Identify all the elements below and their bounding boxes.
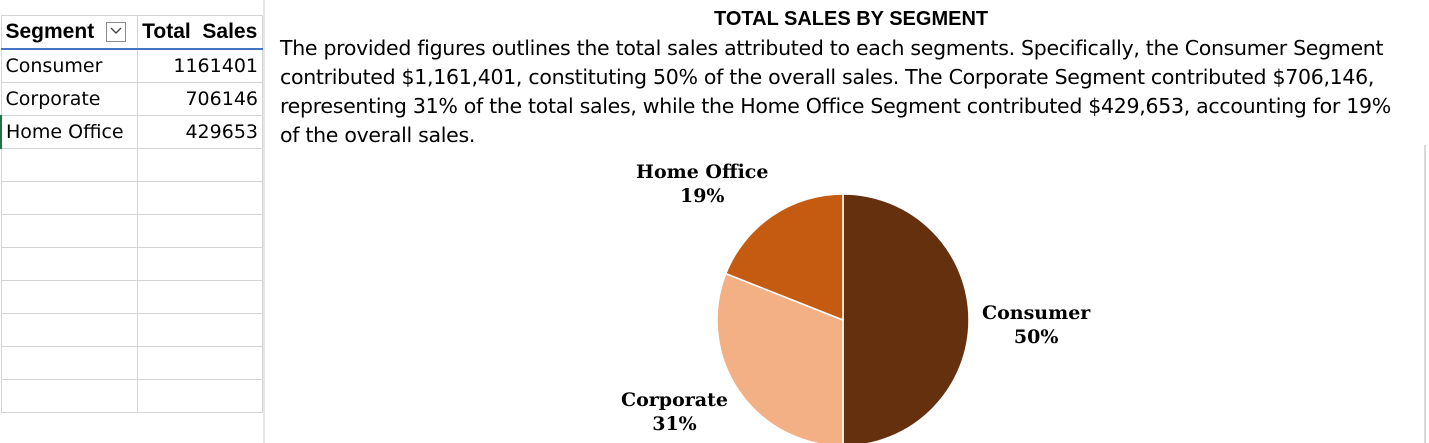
cell-total[interactable]: 1161401 [137,48,263,83]
chart-heading: TOTAL SALES BY SEGMENT [714,8,989,30]
empty-cell[interactable] [0,214,139,248]
empty-cell[interactable] [0,379,139,413]
empty-row [0,379,263,413]
table-row: Home Office 429653 [0,115,263,149]
chevron-down-icon [110,27,122,35]
pie-slice-home-office[interactable] [724,193,844,322]
empty-cell[interactable] [137,379,263,413]
pie-label-corporate-name: Corporate [621,389,728,411]
header-segment[interactable]: Segment [0,15,139,50]
empty-row [0,214,263,248]
empty-cell[interactable] [137,181,263,215]
pie-label-corporate-value: 31% [652,413,697,435]
pie-label-consumer: Consumer 50% [982,301,1090,349]
empty-cell[interactable] [0,280,139,314]
header-total-sales[interactable]: Total Sales [137,15,263,50]
table-row: Corporate 706146 [0,82,263,116]
header-segment-label: Segment [5,20,95,43]
empty-row [0,346,263,380]
empty-cell[interactable] [137,280,263,314]
cell-total[interactable]: 429653 [137,115,263,149]
pie-label-home-office: Home Office 19% [636,160,768,208]
empty-row [0,280,263,314]
table-row: Consumer 1161401 [0,48,263,83]
pie-chart[interactable] [690,180,990,443]
empty-row [0,148,263,182]
empty-row [0,313,263,347]
empty-cell[interactable] [0,313,139,347]
pie-slice-consumer[interactable] [842,193,970,443]
description-paragraph: The provided figures outlines the total … [280,36,1391,147]
sales-table: Segment Total Sales Consumer 1161401 Cor… [0,15,263,413]
pane-divider [263,0,265,443]
empty-cell[interactable] [0,181,139,215]
empty-cell[interactable] [0,247,139,281]
pie-label-consumer-value: 50% [1013,326,1059,348]
pie-label-home-office-value: 19% [679,185,725,207]
empty-row [0,247,263,281]
column-gridline [1424,145,1426,443]
cell-total[interactable]: 706146 [137,82,263,116]
empty-cell[interactable] [137,247,263,281]
header-total-label: Total Sales [142,20,258,43]
empty-cell[interactable] [137,313,263,347]
filter-dropdown-button[interactable] [106,22,127,43]
cell-segment[interactable]: Consumer [0,48,139,83]
empty-cell[interactable] [137,214,263,248]
table-header-row: Segment Total Sales [0,15,263,50]
pie-label-corporate: Corporate 31% [621,388,728,436]
pie-label-consumer-name: Consumer [982,302,1091,324]
pie-label-home-office-name: Home Office [636,161,769,183]
empty-cell[interactable] [0,346,139,380]
cell-segment[interactable]: Corporate [0,82,139,116]
empty-cell[interactable] [137,148,263,182]
cell-segment[interactable]: Home Office [0,115,139,149]
empty-cell[interactable] [137,346,263,380]
empty-cell[interactable] [0,148,139,182]
empty-row [0,181,263,215]
